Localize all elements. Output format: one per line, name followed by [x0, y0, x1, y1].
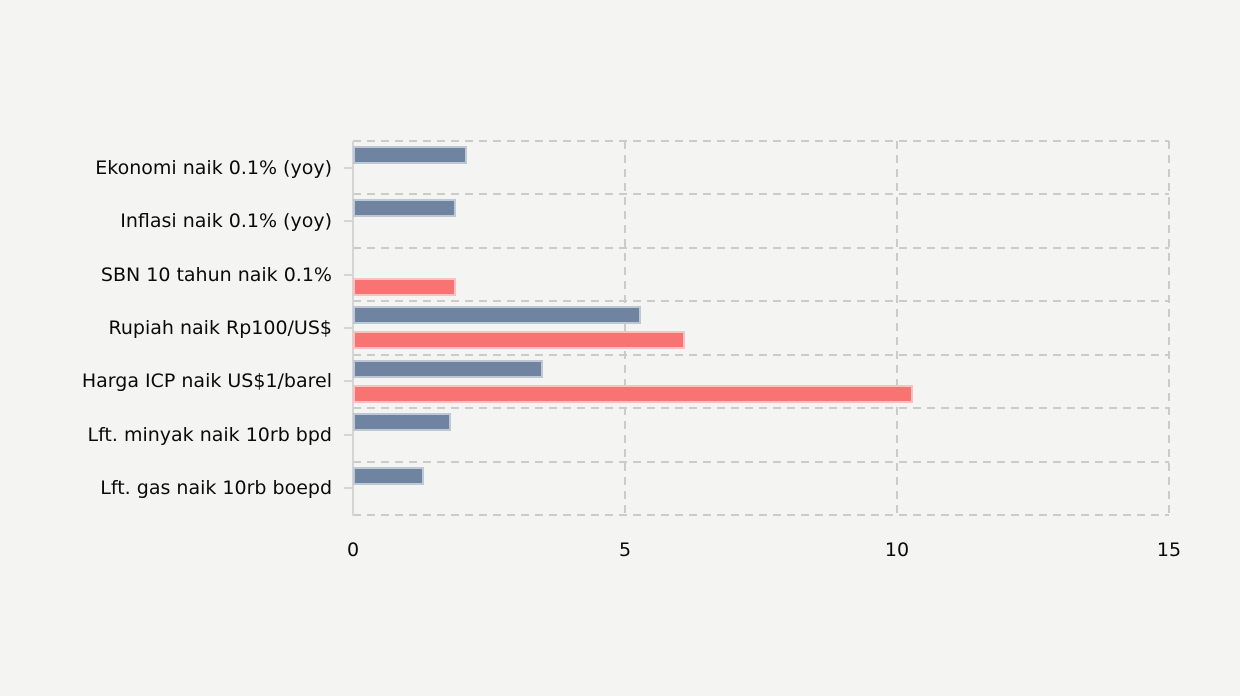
y-axis-tick — [344, 487, 353, 489]
bar-red-series-4 — [353, 385, 913, 403]
bar-blue-series-6 — [353, 467, 424, 485]
category-label: Lft. minyak naik 10rb bpd — [87, 424, 332, 446]
category-label: Lft. gas naik 10rb boepd — [100, 477, 332, 499]
horizontal-gridline — [353, 354, 1169, 356]
vertical-gridline — [624, 141, 626, 515]
bar-blue-series-0 — [353, 146, 467, 164]
y-axis-tick — [344, 327, 353, 329]
vertical-gridline — [1168, 141, 1170, 515]
y-axis-tick — [344, 220, 353, 222]
category-label: Harga ICP naik US$1/barel — [81, 370, 332, 392]
x-tick-label: 5 — [618, 539, 632, 561]
category-label: Rupiah naik Rp100/US$ — [108, 317, 332, 339]
bar-red-series-3 — [353, 331, 685, 349]
y-axis-tick — [344, 167, 353, 169]
plot-area — [344, 140, 1170, 516]
y-axis-tick — [344, 380, 353, 382]
horizontal-gridline — [353, 300, 1169, 302]
x-tick-label: 15 — [1156, 539, 1182, 561]
y-axis-tick — [344, 434, 353, 436]
category-label: Ekonomi naik 0.1% (yoy) — [95, 157, 332, 179]
x-tick-label: 10 — [884, 539, 910, 561]
bar-blue-series-5 — [353, 413, 451, 431]
category-label: SBN 10 tahun naik 0.1% — [100, 264, 332, 286]
category-label: Inflasi naik 0.1% (yoy) — [120, 210, 332, 232]
x-tick-label: 0 — [346, 539, 360, 561]
bar-blue-series-3 — [353, 306, 641, 324]
y-axis-tick — [344, 274, 353, 276]
horizontal-gridline — [353, 461, 1169, 463]
vertical-gridline — [896, 141, 898, 515]
horizontal-gridline — [353, 193, 1169, 195]
bar-red-series-2 — [353, 278, 456, 296]
horizontal-gridline — [353, 514, 1169, 516]
bar-blue-series-4 — [353, 360, 543, 378]
horizontal-gridline — [353, 247, 1169, 249]
horizontal-gridline — [353, 140, 1169, 142]
bar-blue-series-1 — [353, 199, 456, 217]
y-axis-line — [352, 141, 354, 516]
horizontal-gridline — [353, 407, 1169, 409]
